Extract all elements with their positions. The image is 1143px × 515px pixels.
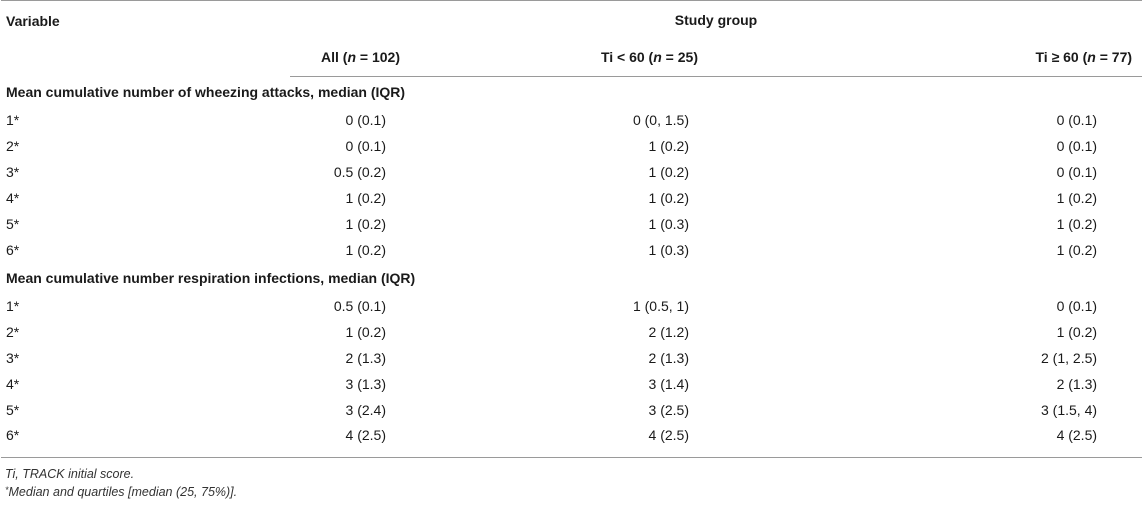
row-label: 6* [1, 423, 290, 458]
cell-all: 1 (0.2) [345, 216, 386, 232]
table-body: Mean cumulative number of wheezing attac… [1, 77, 1143, 458]
cell-ti-ge-60: 0 (0.1) [1056, 138, 1098, 154]
cell-ti-ge-60: 2 (1, 2.5) [1041, 350, 1098, 366]
table-row: 5* 3 (2.4) 3 (2.5) 3 (1.5, 4) [1, 397, 1142, 423]
cell-all: 1 (0.2) [345, 190, 386, 206]
table-row: 2* 0 (0.1) 1 (0.2) 0 (0.1) [1, 133, 1142, 159]
cell-ti-lt-60: 0 (0, 1.5) [632, 112, 689, 128]
row-label: 3* [6, 164, 20, 180]
table-row: 5* 1 (0.2) 1 (0.3) 1 (0.2) [1, 211, 1142, 237]
cell-ti-lt-60: 3 (1.4) [648, 376, 689, 392]
cell-ti-ge-60: 0 (0.1) [1056, 164, 1098, 180]
row-label: 4* [6, 376, 20, 392]
footnote-mark: * [5, 485, 9, 495]
row-label: 2* [6, 138, 20, 154]
table-row: 3* 0.5 (0.2) 1 (0.2) 0 (0.1) [1, 159, 1142, 185]
cell-all: 1 (0.2) [345, 242, 386, 258]
table-footnotes: Ti, TRACK initial score. *Median and qua… [0, 465, 1143, 501]
cell-all: 0 (0.1) [345, 112, 386, 128]
footnote-abbreviation: Ti, TRACK initial score. [5, 467, 135, 481]
row-label: 5* [6, 402, 20, 418]
study-group-header: Study group [290, 0, 1143, 38]
table-row: 4* 3 (1.3) 3 (1.4) 2 (1.3) [1, 371, 1142, 397]
cell-ti-lt-60: 1 (0.3) [648, 242, 689, 258]
cell-ti-ge-60: 3 (1.5, 4) [1041, 402, 1098, 418]
cell-all: 4 (2.5) [290, 423, 574, 458]
table-row: 1* 0 (0.1) 0 (0, 1.5) 0 (0.1) [1, 107, 1142, 133]
column-header-ti-lt-60: Ti < 60 (n = 25) [574, 38, 864, 77]
cell-all: 0.5 (0.1) [333, 298, 386, 314]
table-row: 6* 1 (0.2) 1 (0.3) 1 (0.2) [1, 237, 1142, 263]
cell-all: 2 (1.3) [345, 350, 386, 366]
cell-all: 0 (0.1) [345, 138, 386, 154]
cell-ti-ge-60: 1 (0.2) [1056, 216, 1098, 232]
section-title: Mean cumulative number respiration infec… [6, 270, 416, 286]
results-table: Variable Study group All (n = 102) Ti < … [1, 0, 1143, 458]
row-label: 1* [6, 112, 20, 128]
cell-ti-lt-60: 1 (0.5, 1) [632, 298, 689, 314]
cell-ti-lt-60: 1 (0.2) [648, 138, 689, 154]
cell-all: 3 (1.3) [345, 376, 386, 392]
cell-all: 3 (2.4) [345, 402, 386, 418]
cell-ti-ge-60: 2 (1.3) [1056, 376, 1098, 392]
cell-ti-lt-60: 2 (1.3) [648, 350, 689, 366]
row-label: 1* [6, 298, 20, 314]
table-row: 4* 1 (0.2) 1 (0.2) 1 (0.2) [1, 185, 1142, 211]
row-label: 2* [6, 324, 20, 340]
section-header-row: Mean cumulative number of wheezing attac… [1, 77, 1142, 108]
cell-all: 1 (0.2) [345, 324, 386, 340]
section-title: Mean cumulative number of wheezing attac… [6, 84, 406, 100]
cell-ti-ge-60: 0 (0.1) [1056, 112, 1098, 128]
cell-all: 0.5 (0.2) [333, 164, 386, 180]
table-container: Variable Study group All (n = 102) Ti < … [0, 0, 1143, 501]
footnote-median: *Median and quartiles [median (25, 75%)]… [5, 485, 238, 499]
column-header-all: All (n = 102) [290, 38, 574, 77]
table-row: 2* 1 (0.2) 2 (1.2) 1 (0.2) [1, 319, 1142, 345]
cell-ti-ge-60: 4 (2.5) [864, 423, 1143, 458]
cell-ti-ge-60: 0 (0.1) [1056, 298, 1098, 314]
cell-ti-lt-60: 1 (0.3) [648, 216, 689, 232]
cell-ti-lt-60: 4 (2.5) [574, 423, 864, 458]
cell-ti-ge-60: 1 (0.2) [1056, 242, 1098, 258]
variable-header: Variable [1, 0, 290, 77]
table-row: 1* 0.5 (0.1) 1 (0.5, 1) 0 (0.1) [1, 293, 1142, 319]
row-label: 3* [6, 350, 20, 366]
cell-ti-ge-60: 1 (0.2) [1056, 324, 1098, 340]
column-header-ti-ge-60: Ti ≥ 60 (n = 77) [864, 38, 1143, 77]
row-label: 4* [6, 190, 20, 206]
cell-ti-ge-60: 1 (0.2) [1056, 190, 1098, 206]
section-header-row: Mean cumulative number respiration infec… [1, 263, 1142, 293]
table-row: 3* 2 (1.3) 2 (1.3) 2 (1, 2.5) [1, 345, 1142, 371]
row-label: 5* [6, 216, 20, 232]
cell-ti-lt-60: 3 (2.5) [648, 402, 689, 418]
table-row: 6* 4 (2.5) 4 (2.5) 4 (2.5) [1, 423, 1143, 458]
cell-ti-lt-60: 2 (1.2) [648, 324, 689, 340]
cell-ti-lt-60: 1 (0.2) [648, 164, 689, 180]
cell-ti-lt-60: 1 (0.2) [648, 190, 689, 206]
row-label: 6* [6, 242, 20, 258]
